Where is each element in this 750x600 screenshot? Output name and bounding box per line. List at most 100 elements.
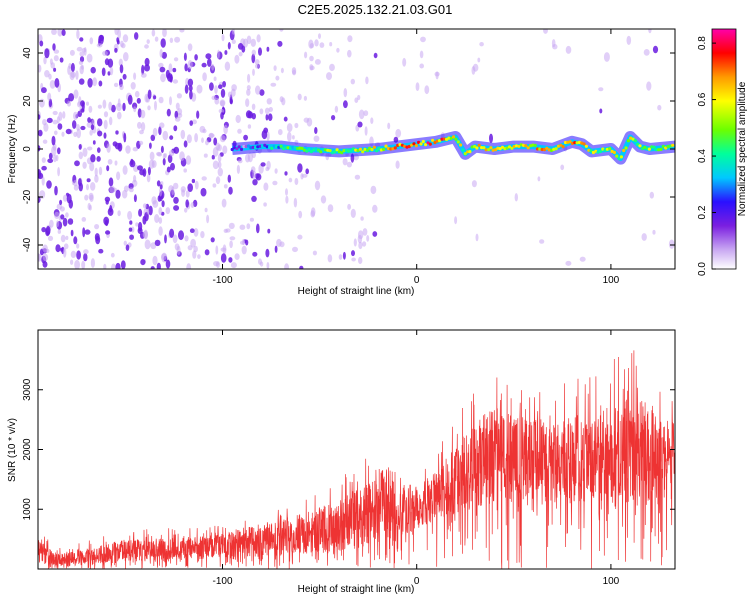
noise-blob (184, 84, 189, 94)
noise-blob (220, 112, 224, 120)
noise-blob (223, 228, 228, 233)
noise-blob (285, 188, 288, 196)
noise-blob (86, 53, 93, 63)
noise-blob (51, 29, 57, 35)
noise-blob (201, 176, 207, 181)
noise-blob (370, 185, 377, 195)
noise-blob (362, 228, 368, 236)
noise-blob (247, 111, 254, 119)
noise-blob (265, 114, 269, 121)
y-tick-label: 0 (22, 146, 33, 152)
noise-blob (151, 29, 156, 37)
noise-blob (346, 161, 352, 168)
signal-point (239, 147, 244, 151)
noise-blob (218, 84, 223, 89)
noise-blob (246, 85, 251, 91)
noise-blob (256, 34, 261, 43)
x-tick-label: 100 (603, 576, 620, 587)
noise-blob (303, 95, 307, 101)
noise-blob (53, 55, 59, 62)
noise-blob (211, 154, 215, 160)
noise-blob (309, 43, 315, 49)
noise-blob (57, 29, 63, 37)
noise-blob (245, 98, 250, 107)
noise-blob (117, 210, 121, 217)
noise-blob (102, 99, 107, 109)
noise-blob (127, 94, 133, 105)
noise-blob (479, 42, 484, 47)
signal-point (246, 144, 251, 148)
signal-point (321, 148, 325, 152)
noise-blob (68, 93, 75, 102)
noise-blob (185, 155, 192, 165)
y-tick-label: 20 (22, 95, 33, 107)
noise-blob (92, 140, 96, 145)
noise-blob (119, 84, 124, 91)
noise-blob (65, 212, 69, 218)
y-tick-label: 40 (22, 47, 33, 59)
noise-blob (252, 179, 258, 186)
signal-point (554, 147, 558, 151)
noise-blob (210, 237, 215, 243)
noise-blob (165, 69, 170, 79)
noise-blob (268, 107, 273, 112)
noise-blob (74, 160, 80, 167)
noise-blob (94, 167, 98, 177)
noise-blob (201, 62, 207, 68)
signal-point (232, 146, 237, 150)
noise-blob (148, 159, 155, 169)
noise-blob (288, 177, 293, 183)
noise-blob (79, 37, 84, 42)
signal-point (545, 146, 549, 150)
noise-blob (267, 228, 271, 234)
noise-blob (138, 140, 144, 146)
noise-blob (152, 255, 158, 266)
noise-blob (105, 199, 109, 205)
noise-blob (132, 147, 138, 152)
noise-blob (214, 85, 218, 94)
signal-point (589, 149, 593, 153)
snr-x-ticks: -100 0 100 (212, 330, 620, 587)
signal-point (563, 140, 568, 145)
spectrogram-y-label: Frequency (Hz) (7, 115, 18, 184)
signal-point (323, 148, 327, 152)
signal-point (263, 143, 267, 147)
noise-blob (221, 34, 225, 42)
noise-blob (187, 78, 194, 87)
noise-blob (250, 166, 256, 173)
noise-blob (537, 176, 541, 182)
noise-blob (358, 256, 363, 265)
noise-blob (514, 193, 518, 202)
noise-blob (63, 243, 69, 250)
noise-blob (365, 76, 369, 85)
noise-blob (241, 45, 246, 53)
noise-blob (92, 77, 97, 87)
signal-point (645, 146, 649, 151)
colorbar-tick-label: 0.8 (697, 36, 708, 50)
noise-blob (173, 205, 180, 211)
signal-point (456, 140, 460, 144)
noise-blob (38, 145, 41, 152)
noise-blob (110, 252, 115, 258)
noise-blob (111, 263, 116, 269)
noise-blob (67, 100, 71, 107)
noise-blob (183, 140, 188, 148)
noise-blob (347, 49, 352, 58)
noise-blob (81, 217, 87, 222)
signal-point (591, 150, 596, 155)
noise-blob (52, 43, 56, 51)
noise-blob (246, 223, 251, 230)
spectrogram-panel: -100 0 100 -40 -20 0 20 40 Height of straight … (7, 28, 676, 297)
noise-blob (261, 129, 268, 140)
signal-point (358, 147, 362, 151)
noise-blob (180, 129, 186, 140)
noise-blob (41, 165, 47, 171)
noise-blob (82, 161, 87, 169)
signal-point (647, 147, 652, 151)
noise-blob (137, 165, 143, 171)
noise-blob (169, 96, 172, 106)
noise-blob (113, 82, 119, 88)
noise-blob (221, 198, 227, 208)
noise-blob (279, 29, 284, 32)
